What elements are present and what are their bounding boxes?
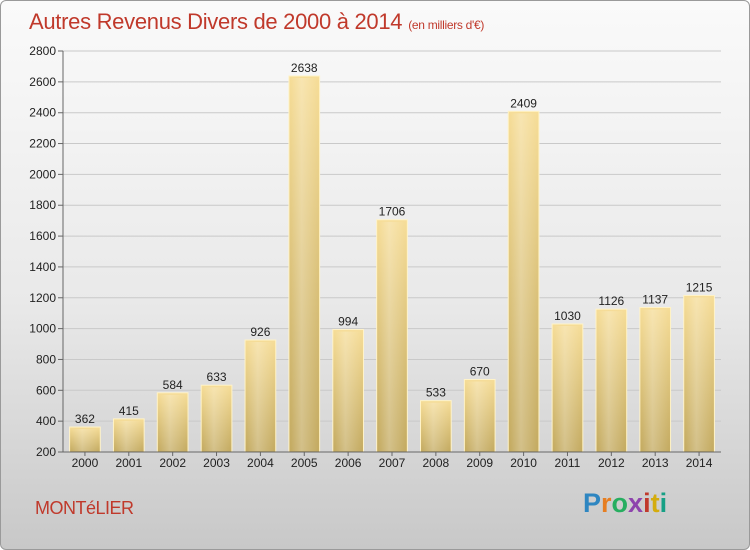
data-label-2009: 670: [470, 365, 490, 379]
bar-highlight: [641, 309, 669, 451]
data-label-2010: 2409: [510, 96, 537, 110]
data-label-2004: 926: [250, 325, 270, 339]
y-tick-label: 2600: [29, 75, 56, 89]
bar-highlight: [466, 381, 494, 451]
x-tick-label-2013: 2013: [642, 456, 669, 470]
x-tick-label-2003: 2003: [203, 456, 230, 470]
y-tick-label: 1600: [29, 229, 56, 243]
data-labels: 362 415 584 633 926 2638 994 1706 533 670 2409 1030…: [75, 61, 713, 426]
chart-title-text: Autres Revenus Divers de 2000 à 2014: [29, 9, 403, 34]
y-tick-label: 1400: [29, 260, 56, 274]
x-tick-label-2001: 2001: [115, 456, 142, 470]
x-tick-label-2006: 2006: [335, 456, 362, 470]
x-tick-label-2014: 2014: [686, 456, 713, 470]
bar-highlight: [554, 325, 581, 451]
logo-letter: t: [650, 488, 660, 518]
data-label-2013: 1137: [642, 292, 668, 306]
data-label-2008: 533: [426, 386, 446, 400]
x-tick-label-2009: 2009: [466, 456, 493, 470]
bar-highlight: [290, 77, 318, 451]
axes: 200 400 600 800 1000 1200 1400 1600 1800 2000 2200…: [29, 44, 721, 470]
bar-highlight: [378, 221, 406, 451]
x-tick-label-2011: 2011: [555, 456, 581, 470]
data-label-2011: 1030: [554, 309, 581, 323]
bar-highlight: [685, 297, 713, 451]
bar-highlight: [71, 429, 99, 451]
data-label-2005: 2638: [291, 61, 318, 75]
y-tick-label: 200: [36, 445, 56, 459]
y-tick-label: 2000: [29, 167, 56, 181]
logo-letter: P: [583, 488, 602, 518]
y-tick-label: 1000: [29, 322, 56, 336]
x-tick-label-2002: 2002: [159, 456, 186, 470]
data-label-2000: 362: [75, 412, 95, 426]
y-tick-label: 600: [36, 383, 56, 397]
x-tick-label-2004: 2004: [247, 456, 274, 470]
chart-subtitle: (en milliers d'€): [408, 18, 485, 32]
bar-highlight: [159, 394, 187, 451]
y-tick-label: 1800: [29, 198, 56, 212]
y-tick-label: 400: [36, 414, 56, 428]
data-label-2007: 1706: [379, 205, 406, 219]
data-label-2002: 584: [163, 378, 183, 392]
y-tick-label: 2200: [29, 137, 56, 151]
x-tick-label-2005: 2005: [291, 456, 318, 470]
bar-highlight: [247, 342, 274, 451]
chart-title: Autres Revenus Divers de 2000 à 2014 (en …: [29, 9, 484, 35]
x-tick-label-2000: 2000: [72, 456, 99, 470]
data-label-2001: 415: [119, 404, 139, 418]
y-tick-label: 2400: [29, 106, 56, 120]
x-tick-label-2012: 2012: [598, 456, 625, 470]
x-tick-label-2010: 2010: [510, 456, 537, 470]
bar-highlight: [510, 113, 537, 451]
bar-highlight: [115, 420, 143, 451]
logo-letter: x: [628, 488, 644, 518]
data-label-2014: 1215: [686, 280, 713, 294]
bar-highlight: [597, 311, 625, 451]
data-label-2012: 1126: [598, 294, 624, 308]
logo-letter: i: [659, 488, 668, 518]
data-label-2006: 994: [338, 315, 358, 329]
logo-letter: o: [611, 488, 629, 518]
bar-highlight: [334, 331, 362, 451]
x-tick-label-2007: 2007: [379, 456, 406, 470]
bar-highlight: [422, 402, 450, 451]
logo-letter: r: [601, 488, 612, 518]
bars: [69, 75, 715, 453]
proxiti-logo: Proxiti: [583, 488, 667, 519]
data-label-2003: 633: [207, 370, 227, 384]
y-tick-label: 2800: [29, 44, 56, 58]
y-tick-label: 800: [36, 352, 56, 366]
logo-letter: i: [643, 488, 651, 518]
bar-highlight: [203, 387, 230, 451]
x-tick-label-2008: 2008: [423, 456, 450, 470]
y-tick-label: 1200: [29, 291, 56, 305]
place-name: MONTéLIER: [35, 498, 134, 518]
